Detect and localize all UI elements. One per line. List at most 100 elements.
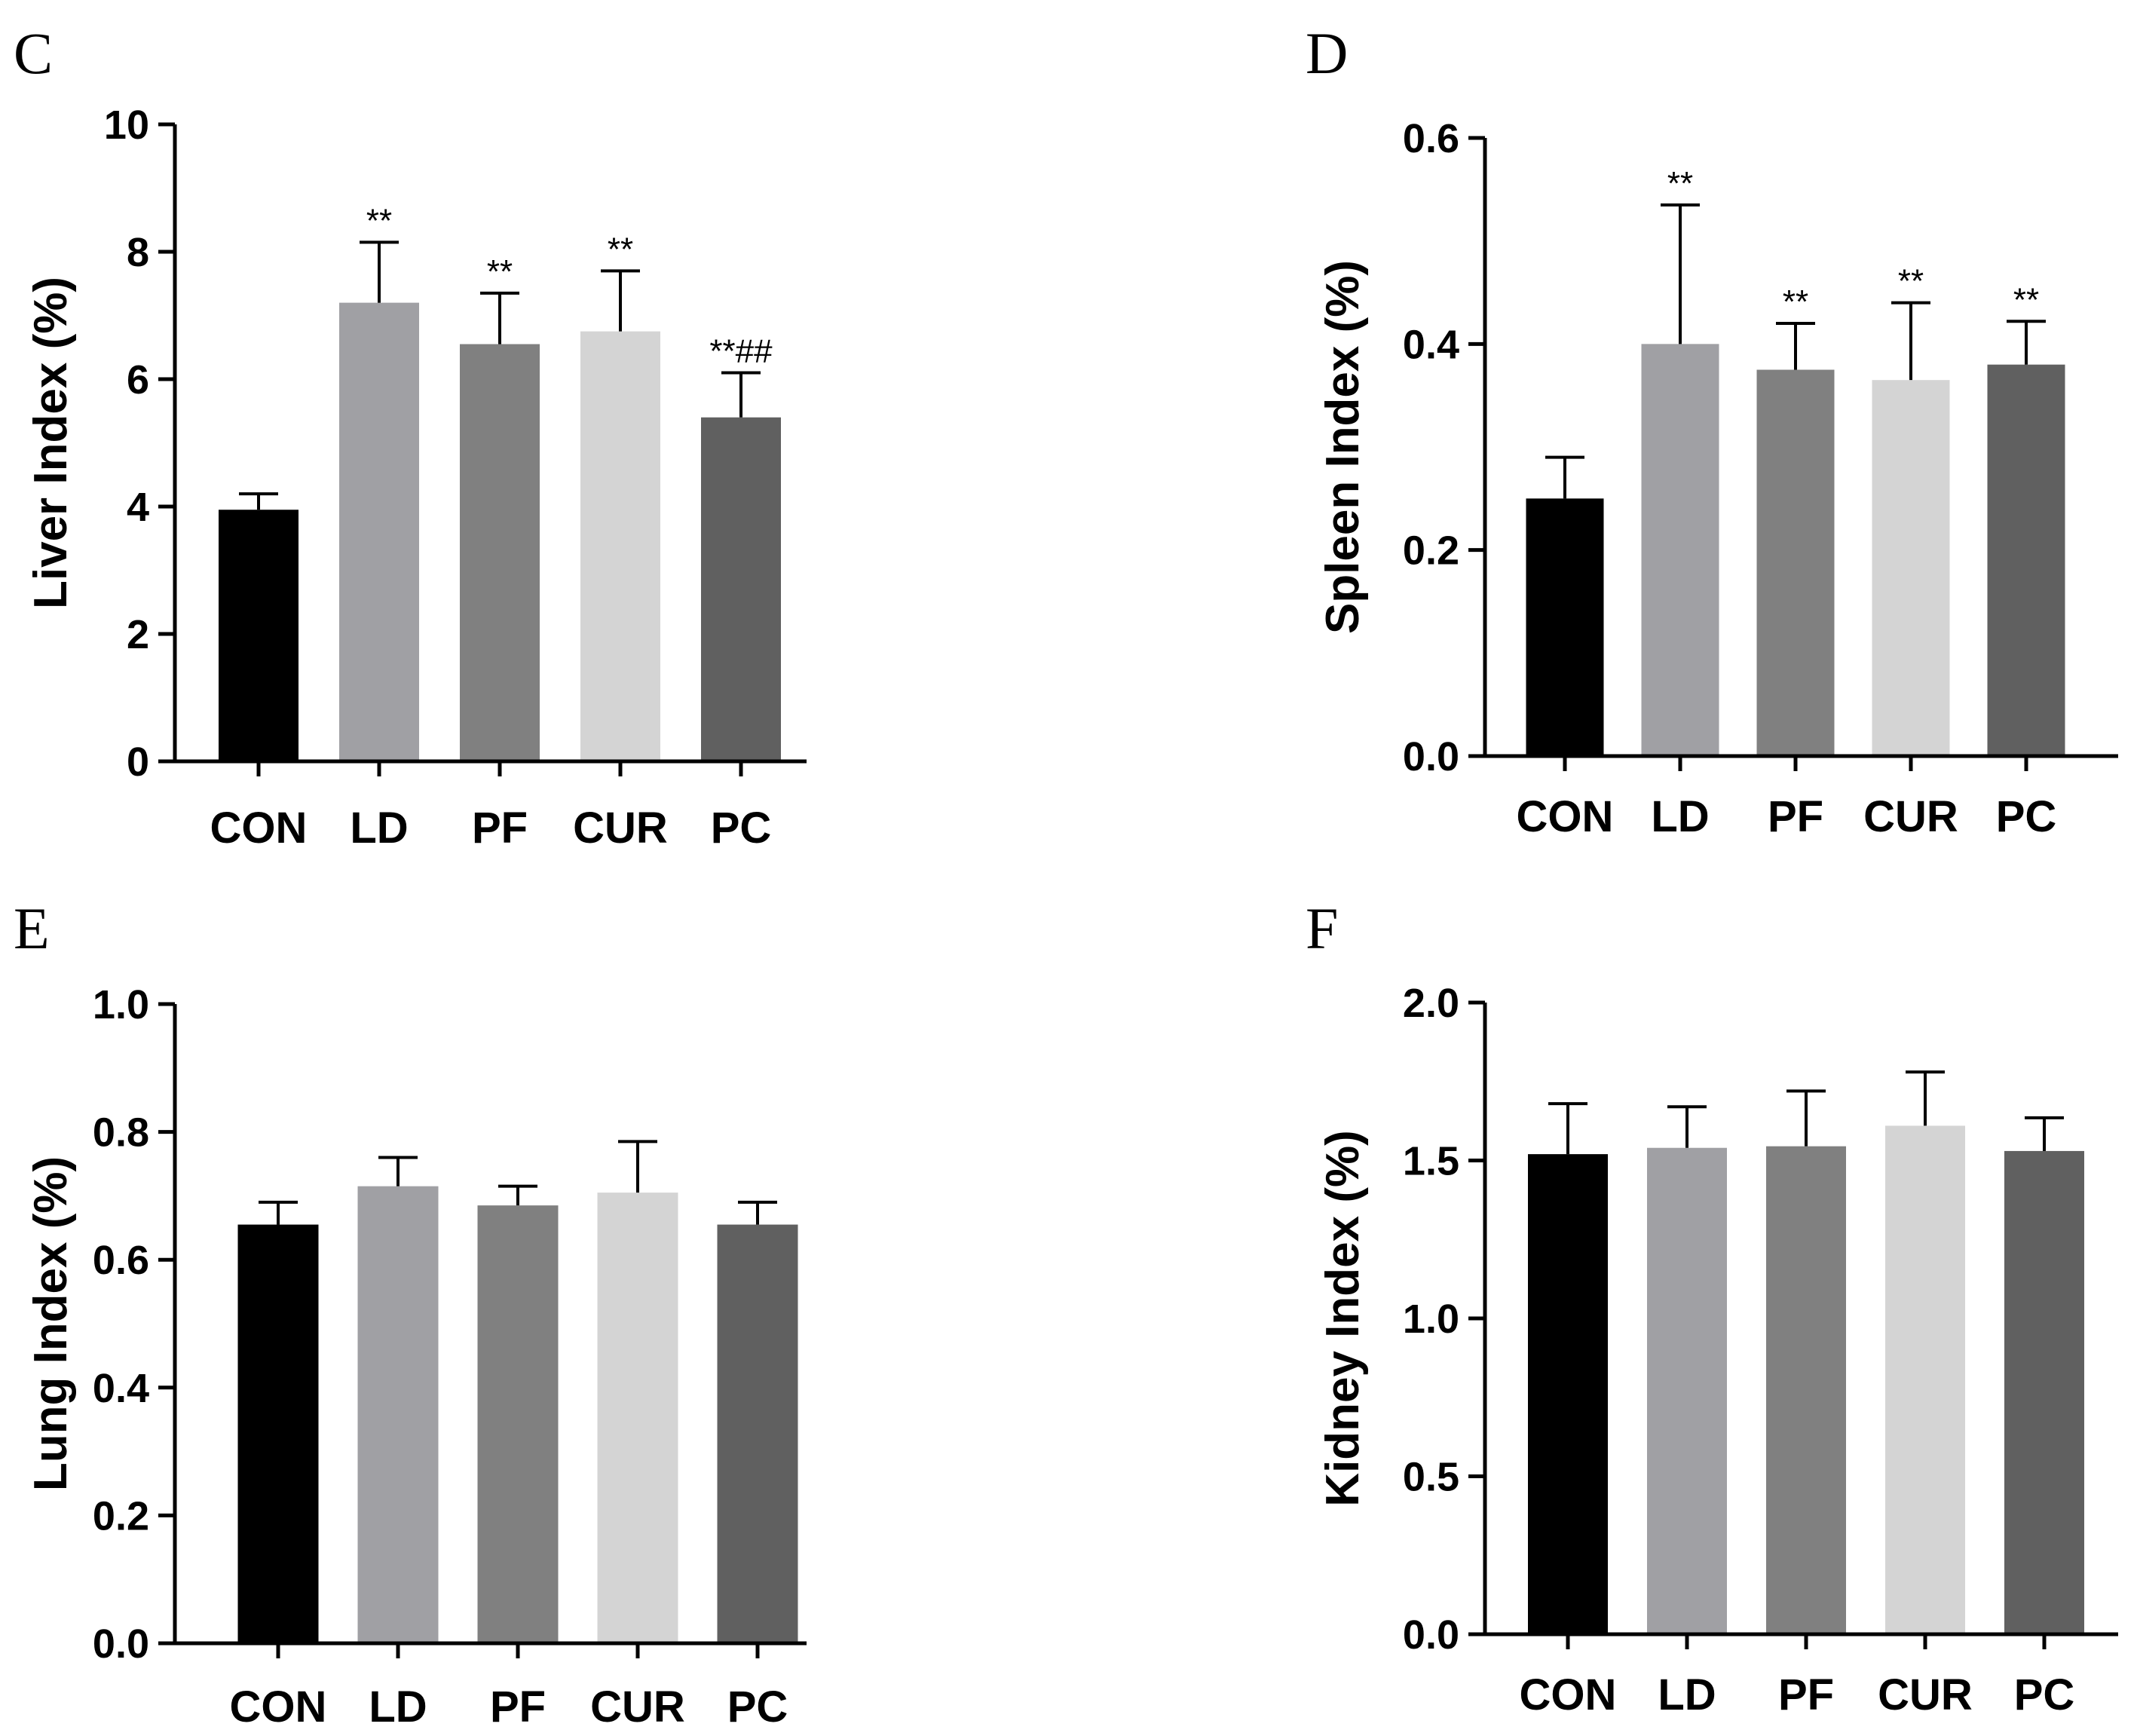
panel-d-letter: D bbox=[1306, 20, 1348, 86]
panel-f-y-tick-label: 1.5 bbox=[1403, 1139, 1459, 1184]
panel-c-significance-pc: **## bbox=[709, 333, 773, 370]
panel-c-significance-ld: ** bbox=[366, 202, 392, 239]
panel-d-significance-cur: ** bbox=[1898, 263, 1924, 300]
panel-c-x-tick-label-cur: CUR bbox=[573, 804, 668, 853]
panel-c-error-bar-pf bbox=[480, 291, 519, 344]
panel-e-y-axis-title: Lung Index (%) bbox=[25, 1156, 77, 1491]
panel-c-y-axis-title: Liver Index (%) bbox=[25, 277, 77, 609]
panel-d-x-tick-label-ld: LD bbox=[1651, 792, 1709, 841]
panel-e-error-bar-pf bbox=[498, 1184, 537, 1206]
panel-f: F Kidney Index (%) CON LD PF CUR PC 0.0 0.5 1.0 1.… bbox=[1306, 896, 2118, 1719]
panel-e-y-tick-label: 0.2 bbox=[93, 1493, 149, 1539]
panel-d-x-tick-label-pc: PC bbox=[1996, 792, 2057, 841]
panel-c: C Liver Index (%) CON ** LD ** PF ** CUR **## PC 0 2… bbox=[14, 20, 807, 853]
panel-d-bar-pf bbox=[1756, 369, 1835, 756]
panel-e-x-tick-label-cur: CUR bbox=[590, 1682, 685, 1731]
panel-f-x-tick-label-ld: LD bbox=[1658, 1670, 1716, 1719]
panel-e-error-bar-pc bbox=[738, 1200, 777, 1225]
panel-d-y-tick-label: 0.4 bbox=[1403, 322, 1459, 367]
panel-e-letter: E bbox=[14, 896, 50, 961]
panel-f-x-tick-label-pf: PF bbox=[1778, 1670, 1834, 1719]
panel-e-bar-pf bbox=[477, 1205, 559, 1643]
panel-e-bar-pc bbox=[717, 1224, 798, 1643]
panel-c-y-tick-label: 2 bbox=[127, 612, 149, 657]
panel-c-bar-ld bbox=[339, 302, 419, 762]
panel-f-letter: F bbox=[1306, 896, 1338, 961]
panel-c-x-tick-label-pc: PC bbox=[711, 804, 772, 853]
panel-d-significance-pf: ** bbox=[1783, 283, 1808, 320]
panel-e-bar-cur bbox=[597, 1193, 678, 1643]
panel-d-bar-pc bbox=[1987, 364, 2065, 757]
panel-e-x-tick-label-ld: LD bbox=[369, 1682, 427, 1731]
panel-e-x-tick-label-con: CON bbox=[230, 1682, 327, 1731]
panel-f-bar-pc bbox=[2004, 1150, 2084, 1634]
panel-c-significance-cur: ** bbox=[608, 231, 633, 268]
panel-c-error-bar-ld bbox=[360, 240, 399, 303]
panel-c-bar-pc bbox=[701, 417, 781, 761]
panel-f-bar-pf bbox=[1766, 1146, 1846, 1634]
panel-d-y-tick-label: 0.2 bbox=[1403, 528, 1459, 574]
panel-e-bar-ld bbox=[357, 1186, 439, 1643]
panel-e-error-bar-ld bbox=[378, 1156, 418, 1186]
panel-e-x-tick-label-pc: PC bbox=[727, 1682, 788, 1731]
panel-c-error-bar-pc bbox=[721, 371, 761, 418]
panel-e-bar-con bbox=[237, 1224, 319, 1643]
panel-d-error-bar-pf bbox=[1776, 322, 1815, 370]
panel-e-y-tick-label: 0.4 bbox=[93, 1366, 149, 1411]
panel-d-x-tick-label-con: CON bbox=[1517, 792, 1614, 841]
panel-d-y-tick-label: 0.0 bbox=[1403, 734, 1459, 779]
panel-f-bar-con bbox=[1528, 1154, 1608, 1634]
panel-f-x-tick-label-con: CON bbox=[1520, 1670, 1617, 1719]
panel-c-bar-cur bbox=[580, 331, 660, 761]
panel-f-bar-cur bbox=[1885, 1125, 1965, 1634]
panel-e-y-tick-label: 1.0 bbox=[93, 982, 149, 1027]
panel-c-bar-con bbox=[219, 510, 299, 761]
panel-c-bar-pf bbox=[460, 344, 540, 761]
panel-d-x-tick-label-cur: CUR bbox=[1863, 792, 1958, 841]
panel-c-significance-pf: ** bbox=[487, 253, 513, 290]
panel-c-x-tick-label-ld: LD bbox=[350, 804, 408, 853]
panel-c-y-tick-label: 4 bbox=[127, 485, 149, 530]
panel-c-y-tick-label: 10 bbox=[104, 103, 149, 148]
panel-d-x-tick-label-pf: PF bbox=[1768, 792, 1823, 841]
panel-d-y-tick-label: 0.6 bbox=[1403, 116, 1459, 161]
panel-d-significance-pc: ** bbox=[2013, 281, 2039, 318]
panel-f-error-bar-ld bbox=[1667, 1105, 1707, 1148]
panel-f-y-tick-label: 2.0 bbox=[1403, 981, 1459, 1026]
panel-d-significance-ld: ** bbox=[1667, 165, 1693, 202]
panel-f-y-tick-label: 0.0 bbox=[1403, 1612, 1459, 1658]
panel-c-y-tick-label: 0 bbox=[127, 739, 149, 785]
panel-d-y-axis-title: Spleen Index (%) bbox=[1317, 260, 1369, 634]
panel-d-error-bar-cur bbox=[1891, 301, 1930, 381]
panel-c-error-bar-cur bbox=[601, 269, 640, 332]
panel-f-y-axis-title: Kidney Index (%) bbox=[1317, 1130, 1369, 1507]
panel-c-letter: C bbox=[14, 20, 53, 86]
panel-e-y-tick-label: 0.6 bbox=[93, 1238, 149, 1283]
panel-d-bar-ld bbox=[1641, 344, 1719, 756]
panel-e-x-tick-label-pf: PF bbox=[490, 1682, 546, 1731]
panel-e: E Lung Index (%) CON LD PF CUR PC 0.0 0.2 0.4 0.6 0… bbox=[14, 896, 807, 1731]
panel-e-y-tick-label: 0.0 bbox=[93, 1621, 149, 1667]
panel-e-error-bar-con bbox=[259, 1200, 298, 1225]
panel-c-y-tick-label: 6 bbox=[127, 357, 149, 403]
panel-f-x-tick-label-pc: PC bbox=[2014, 1670, 2075, 1719]
panel-d-error-bar-con bbox=[1545, 455, 1584, 499]
panel-e-error-bar-cur bbox=[618, 1140, 657, 1193]
panel-f-error-bar-pf bbox=[1786, 1089, 1826, 1147]
panel-f-x-tick-label-cur: CUR bbox=[1878, 1670, 1973, 1719]
panel-f-error-bar-cur bbox=[1906, 1070, 1945, 1126]
panel-f-bar-ld bbox=[1647, 1147, 1727, 1634]
panel-d-error-bar-pc bbox=[2007, 320, 2046, 365]
panel-c-x-tick-label-con: CON bbox=[210, 804, 308, 853]
panel-c-y-tick-label: 8 bbox=[127, 230, 149, 275]
panel-f-error-bar-pc bbox=[2025, 1116, 2064, 1151]
panel-f-error-bar-con bbox=[1548, 1102, 1587, 1155]
panel-e-y-tick-label: 0.8 bbox=[93, 1110, 149, 1156]
panel-d-bar-con bbox=[1526, 498, 1604, 756]
panel-d-bar-cur bbox=[1872, 380, 1950, 756]
panel-d: D Spleen Index (%) CON ** LD ** PF ** CUR ** PC 0.0… bbox=[1306, 20, 2118, 841]
panel-c-error-bar-con bbox=[239, 492, 278, 510]
panel-f-y-tick-label: 1.0 bbox=[1403, 1297, 1459, 1342]
panel-d-error-bar-ld bbox=[1661, 203, 1700, 344]
